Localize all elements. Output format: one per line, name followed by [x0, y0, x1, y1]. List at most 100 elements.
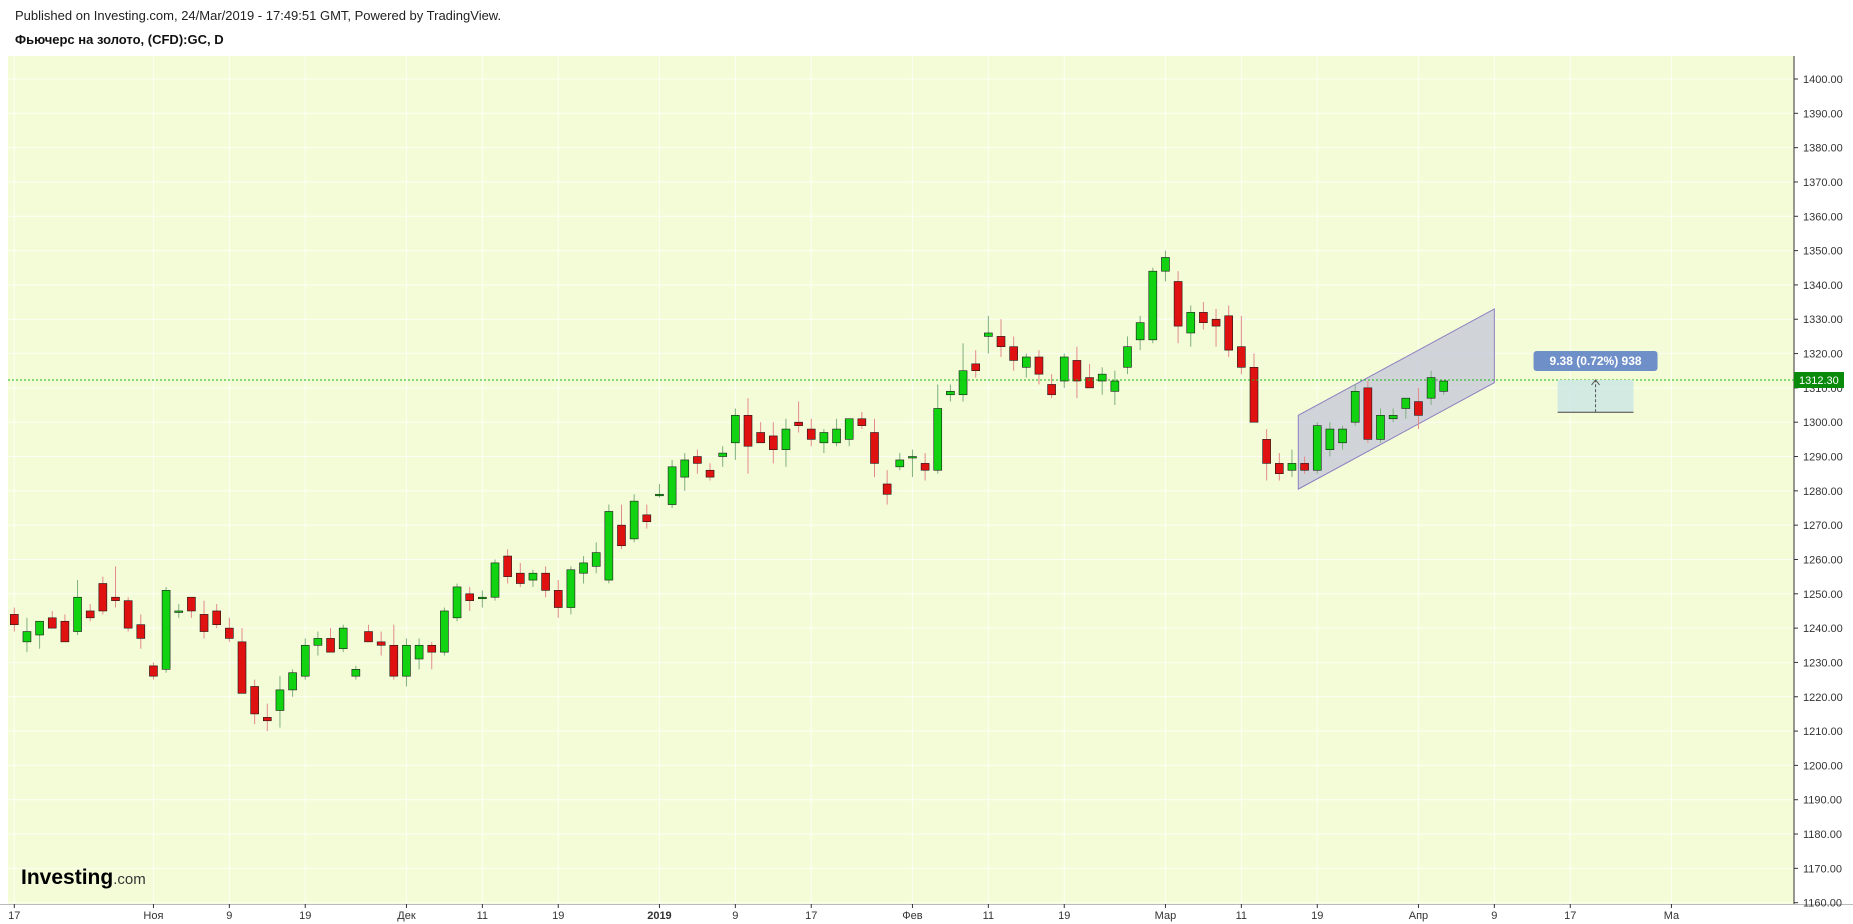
candle-body — [98, 583, 108, 612]
candle — [187, 596, 196, 618]
candle-body — [1034, 356, 1044, 375]
candle-body — [718, 452, 728, 457]
candle-body — [946, 391, 955, 396]
x-tick-label: Апр — [1409, 910, 1428, 922]
y-tick-label: 1170.00 — [1803, 863, 1842, 875]
candle — [98, 576, 108, 615]
candle — [225, 617, 234, 642]
candle-body — [1047, 384, 1056, 396]
candle — [427, 641, 437, 670]
y-tick-label: 1330.00 — [1803, 314, 1843, 326]
candle-body — [1021, 356, 1031, 368]
candle-body — [10, 614, 19, 625]
candle — [1249, 353, 1259, 423]
candle-body — [402, 644, 411, 677]
candle-body — [1224, 315, 1233, 351]
candle — [693, 449, 702, 474]
candle — [300, 638, 310, 680]
candle-body — [996, 336, 1006, 347]
candle — [655, 483, 664, 498]
candle — [262, 703, 272, 732]
candle-body — [604, 511, 614, 581]
y-tick-label: 1270.00 — [1803, 520, 1843, 532]
candle-body — [123, 600, 133, 629]
candle — [452, 583, 462, 622]
candle — [275, 676, 285, 728]
candle — [250, 679, 259, 725]
candle — [958, 343, 968, 402]
candle — [1439, 380, 1449, 395]
candle-body — [187, 596, 196, 612]
y-tick-label: 1250.00 — [1803, 589, 1843, 601]
candle-body — [338, 627, 348, 650]
candle-body — [313, 638, 323, 646]
ascending-channel-drawing[interactable] — [1297, 308, 1495, 490]
candle-body — [60, 620, 70, 643]
candle — [326, 628, 335, 653]
candle — [1009, 336, 1018, 371]
candle — [1211, 308, 1221, 347]
candle-body — [136, 624, 146, 639]
candle — [288, 669, 297, 697]
candle-body — [680, 459, 690, 478]
candle — [566, 566, 576, 615]
measure-label-bg — [1533, 350, 1658, 371]
candle — [591, 542, 601, 574]
y-tick-label: 1200.00 — [1803, 760, 1843, 772]
candle-body — [478, 596, 487, 600]
candle-body — [591, 552, 601, 567]
candle — [680, 453, 690, 491]
candle-body — [262, 717, 272, 722]
candle-body — [693, 456, 702, 464]
candle-body — [781, 428, 791, 450]
x-tick-label: 17 — [805, 910, 817, 922]
candle-body — [199, 614, 209, 632]
y-tick-label: 1240.00 — [1803, 623, 1843, 635]
candle-body — [47, 617, 57, 629]
candle-body — [1199, 312, 1208, 323]
candle-body — [819, 432, 829, 444]
candle-body — [440, 610, 449, 653]
candle — [971, 350, 981, 378]
candle — [806, 418, 816, 447]
candle — [1376, 408, 1385, 443]
candle-body — [667, 466, 677, 505]
candle — [718, 446, 728, 467]
y-tick-label: 1190.00 — [1803, 795, 1842, 807]
candle-body — [1414, 401, 1423, 416]
candle-body — [364, 631, 373, 643]
candle-body — [1097, 373, 1107, 382]
candle-body — [22, 631, 32, 643]
price-range-measurement[interactable]: 9.38 (0.72%) 938 — [1533, 350, 1658, 413]
x-tick-label: 19 — [552, 910, 564, 922]
candle — [1097, 367, 1107, 395]
candle — [882, 470, 892, 505]
plot-area[interactable] — [8, 56, 1794, 904]
y-tick-label: 1380.00 — [1803, 143, 1843, 155]
candle-body — [566, 569, 576, 608]
y-tick-label: 1320.00 — [1803, 349, 1843, 361]
candle — [1072, 346, 1082, 399]
x-tick-label: 11 — [1236, 910, 1247, 922]
candle — [47, 610, 57, 629]
candle — [440, 607, 449, 656]
candle — [908, 449, 917, 478]
candle-body — [832, 428, 841, 444]
candle-body — [174, 610, 184, 613]
y-tick-label: 1260.00 — [1803, 554, 1843, 566]
candle — [1224, 305, 1233, 357]
candle-body — [731, 415, 740, 444]
candle-body — [1388, 415, 1398, 420]
candle-body — [1338, 428, 1347, 444]
candle — [819, 429, 829, 454]
candle-body — [642, 514, 652, 523]
candle-body — [857, 418, 867, 426]
candle-body — [541, 572, 550, 591]
candle — [1199, 302, 1208, 330]
candle — [10, 607, 19, 632]
candle-body — [1085, 377, 1094, 389]
candle — [478, 590, 487, 608]
candle — [642, 504, 652, 529]
candle — [705, 463, 715, 481]
